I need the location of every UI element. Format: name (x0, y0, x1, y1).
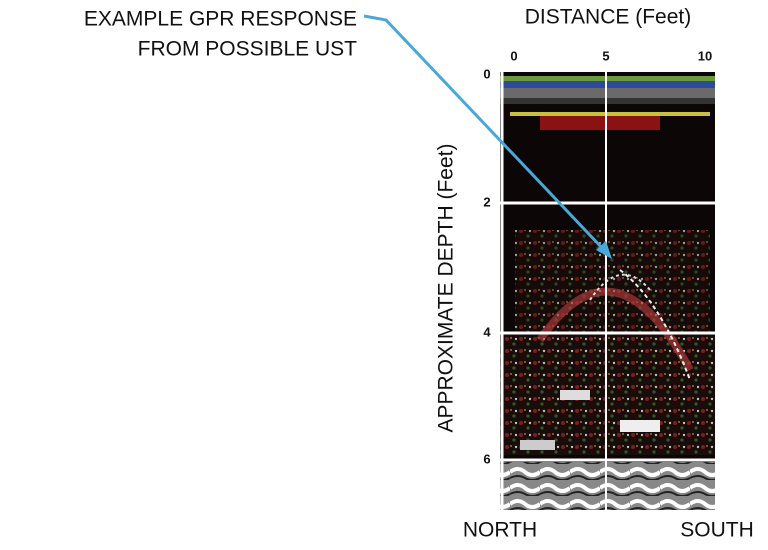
x-tick-label: 10 (698, 48, 712, 63)
x-axis-title: DISTANCE (Feet) (525, 6, 691, 29)
end-label: NORTH (463, 519, 537, 542)
annotation-line: FROM POSSIBLE UST (138, 38, 358, 61)
radargram (500, 72, 715, 510)
figure: EXAMPLE GPR RESPONSE FROM POSSIBLE UST D… (0, 0, 768, 550)
y-tick-label: 6 (483, 451, 490, 466)
x-tick-label: 5 (602, 48, 609, 63)
annotation-line: EXAMPLE GPR RESPONSE (84, 8, 357, 31)
end-label: SOUTH (680, 519, 754, 542)
y-tick-label: 0 (483, 66, 490, 81)
y-tick-label: 4 (483, 324, 491, 339)
y-axis-title: APPROXIMATE DEPTH (Feet) (435, 144, 458, 433)
y-tick-label: 2 (483, 194, 490, 209)
x-tick-label: 0 (510, 48, 517, 63)
